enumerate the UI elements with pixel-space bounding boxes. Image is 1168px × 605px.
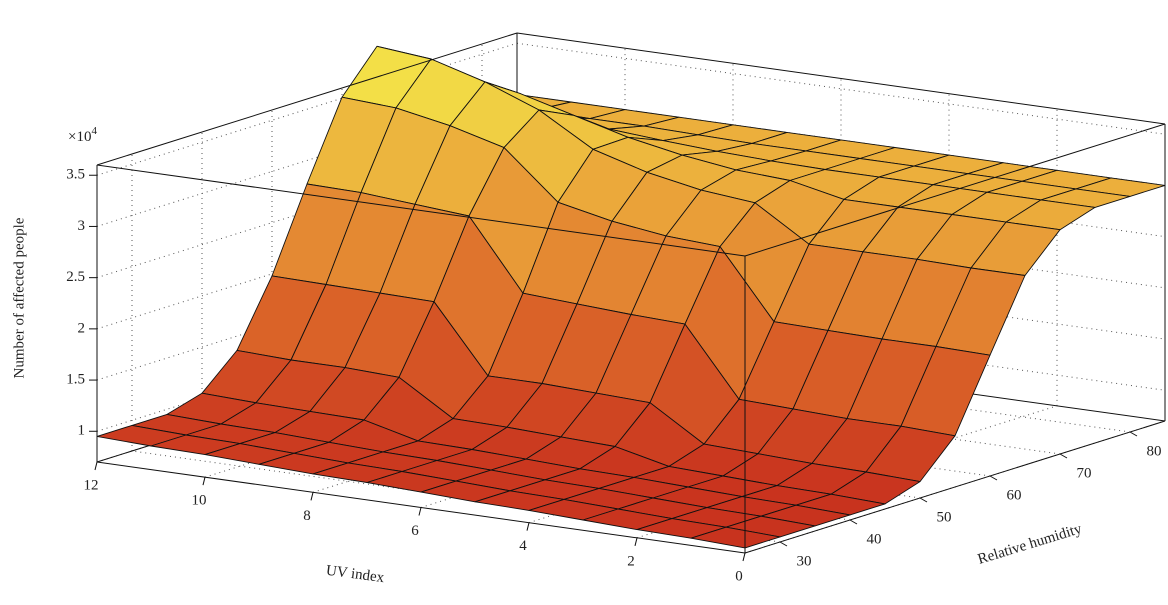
x-axis-title: UV index bbox=[325, 563, 386, 587]
y-tick bbox=[849, 519, 858, 525]
grid-line bbox=[516, 298, 1166, 391]
x-tick-label: 8 bbox=[303, 508, 311, 524]
y-axis-title: Relative humidity bbox=[976, 521, 1084, 568]
x-tick bbox=[742, 552, 746, 562]
z-tick-label: 2.5 bbox=[66, 269, 85, 285]
x-tick bbox=[202, 477, 206, 486]
x-tick bbox=[634, 537, 638, 546]
grid-line bbox=[516, 196, 1166, 289]
grid-line bbox=[96, 93, 518, 227]
x-tick bbox=[418, 507, 422, 516]
box-edge bbox=[744, 123, 1166, 257]
x-tick bbox=[94, 461, 98, 471]
z-axis-title: Number of affected people bbox=[11, 217, 27, 378]
x-tick-label: 6 bbox=[411, 523, 419, 539]
y-tick-label: 50 bbox=[937, 509, 952, 525]
y-tick-label: 70 bbox=[1077, 465, 1092, 481]
x-tick-label: 2 bbox=[627, 553, 635, 569]
box-edge bbox=[744, 420, 1166, 554]
z-tick-label: 1 bbox=[78, 423, 86, 439]
z-tick-label: 2 bbox=[78, 320, 86, 336]
x-tick-label: 4 bbox=[519, 538, 527, 554]
x-tick bbox=[526, 522, 530, 531]
x-tick-label: 0 bbox=[735, 568, 743, 584]
y-tick-label: 80 bbox=[1147, 443, 1162, 459]
y-tick bbox=[779, 541, 788, 547]
y-tick bbox=[989, 475, 998, 481]
surface-cell bbox=[690, 526, 781, 549]
x-tick-label: 10 bbox=[192, 493, 207, 509]
x-tick-label: 12 bbox=[84, 477, 99, 493]
z-multiplier-exponent: 4 bbox=[91, 125, 97, 137]
x-tick bbox=[310, 492, 314, 501]
grid-line bbox=[516, 42, 1166, 135]
box-edge bbox=[516, 32, 1166, 125]
box-edge bbox=[96, 32, 518, 166]
grid-line bbox=[516, 247, 1166, 340]
y-tick bbox=[1129, 431, 1138, 437]
z-multiplier-base: ×10 bbox=[68, 129, 91, 145]
surface bbox=[96, 45, 1166, 549]
y-tick bbox=[919, 497, 928, 503]
y-tick-label: 60 bbox=[1007, 487, 1022, 503]
z-tick-label: 3 bbox=[78, 218, 86, 234]
z-tick-label: 1.5 bbox=[66, 372, 85, 388]
y-tick-label: 30 bbox=[797, 553, 812, 569]
z-tick-label: 3.5 bbox=[66, 167, 85, 183]
y-tick bbox=[1059, 453, 1068, 459]
z-multiplier: ×104 bbox=[68, 125, 97, 146]
grid-line bbox=[96, 42, 518, 176]
box-front bbox=[89, 32, 1166, 562]
box-edge bbox=[96, 164, 746, 257]
y-tick-label: 40 bbox=[867, 531, 882, 547]
grid-line bbox=[131, 450, 781, 543]
